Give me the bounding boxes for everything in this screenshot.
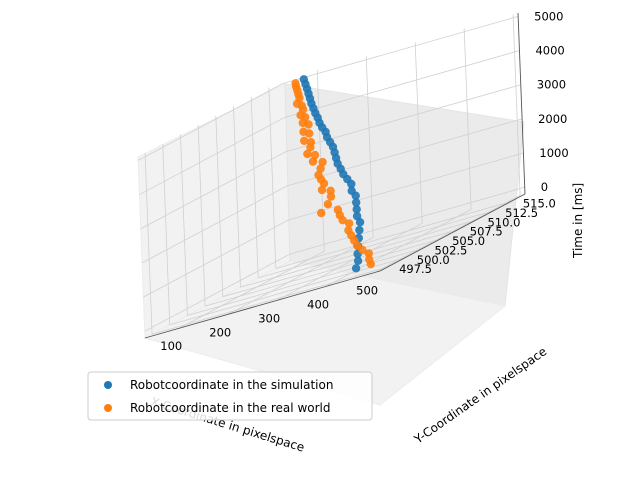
y-axis-line — [379, 193, 526, 272]
grid-line-x-back — [365, 56, 374, 238]
grid-line-y-left — [233, 106, 241, 288]
grid-line-z-back — [288, 152, 524, 221]
grid-line-y-floor — [169, 257, 405, 326]
z-tick-label: 2000 — [538, 112, 567, 126]
z-tick-label: 5000 — [534, 9, 563, 23]
simulation-point — [352, 198, 361, 207]
grid-line-x-back — [414, 42, 423, 224]
x-tick-label: 100 — [160, 339, 182, 353]
z-tick-label: 4000 — [535, 44, 564, 58]
y-tick-label: 510.0 — [487, 215, 520, 229]
grid-line-y-left — [162, 143, 171, 325]
x-tick-label: 200 — [209, 325, 231, 339]
real-world-point — [303, 149, 312, 159]
real-world-point — [299, 127, 308, 136]
real-world-point — [364, 249, 373, 258]
real-world-point — [318, 157, 327, 167]
y-tick-label: 515.0 — [523, 197, 556, 211]
y-tick-label: 502.5 — [434, 243, 467, 257]
y-tick-label: 507.5 — [470, 225, 503, 239]
y-tick-label: 497.5 — [399, 262, 432, 276]
grid-line-y-floor — [187, 248, 423, 316]
grid-line-z-left — [144, 253, 290, 332]
y-tick-label: 500.0 — [417, 253, 450, 267]
grid-line-z-left — [140, 151, 286, 230]
grid-line-y-floor — [205, 238, 441, 307]
real-world-point — [308, 157, 318, 166]
grid-line-z-back — [286, 118, 523, 187]
legend-label-simulation: Robotcoordinate in the simulation — [130, 378, 333, 392]
simulation-point — [352, 211, 362, 221]
grid-line-y-left — [215, 115, 224, 297]
grid-line-z-left — [143, 219, 289, 298]
real-world-point — [291, 79, 300, 88]
z-axis-line — [517, 12, 526, 195]
real-world-point — [310, 150, 320, 160]
simulation-point — [353, 256, 363, 265]
grid-line-y-floor — [258, 210, 494, 279]
grid-line-z-back — [284, 50, 520, 118]
grid-line-z-left — [137, 83, 284, 161]
z-tick-label: 3000 — [537, 78, 566, 92]
grid-line-x-back — [512, 14, 521, 196]
real-world-point — [326, 186, 335, 195]
grid-line-y-left — [180, 134, 188, 316]
grid-line-y-floor — [275, 201, 511, 269]
real-world-point — [344, 219, 354, 228]
x-axis-line — [144, 270, 381, 339]
grid-line-z-back — [289, 186, 525, 255]
grid-line-z-left — [139, 117, 285, 195]
legend-marker-simulation — [104, 381, 112, 389]
real-world-point — [314, 170, 323, 180]
legend-label-real-world: Robotcoordinate in the real world — [130, 401, 330, 415]
grid-line-z-back — [283, 16, 519, 84]
grid-line-y-floor — [222, 229, 458, 298]
grid-line-z-left — [141, 185, 288, 264]
grid-line-y-left — [268, 87, 277, 269]
legend: Robotcoordinate in the simulation Robotc… — [87, 371, 373, 421]
grid-lines — [137, 14, 525, 335]
grid-line-y-floor — [151, 266, 388, 335]
data-points — [291, 75, 375, 273]
x-tick-label: 500 — [356, 283, 378, 297]
grid-line-y-left — [250, 96, 259, 278]
real-world-point — [300, 136, 309, 145]
x-tick-label: 300 — [258, 311, 280, 325]
grid-line-y-left — [144, 153, 153, 335]
simulation-point — [299, 75, 308, 84]
real-world-point — [365, 255, 374, 264]
real-world-point — [316, 164, 325, 173]
real-world-point — [323, 200, 333, 209]
z-axis-label: Time in [ms] — [571, 183, 585, 259]
axis-lines — [144, 12, 526, 339]
real-world-point — [333, 205, 343, 214]
legend-marker-real-world — [104, 404, 112, 412]
real-world-point — [344, 226, 353, 235]
simulation-point — [351, 264, 361, 273]
real-world-point — [317, 185, 327, 195]
tick-labels: 100 200 300 400 500 497.5500.0502.5505.0507.5… — [160, 9, 568, 353]
simulation-point — [347, 186, 356, 195]
simulation-point — [355, 225, 364, 235]
grid-line-y-left — [197, 125, 206, 307]
grid-line-x-back — [463, 28, 472, 210]
real-world-point — [306, 138, 316, 147]
y-tick-label: 505.0 — [452, 234, 485, 248]
legend-box — [87, 371, 373, 421]
z-tick-label: 1000 — [539, 146, 568, 160]
simulation-point — [352, 205, 361, 214]
y-tick-label: 512.5 — [505, 206, 538, 220]
x-tick-label: 400 — [307, 297, 329, 311]
z-tick-label: 0 — [541, 180, 548, 194]
real-world-point — [317, 208, 326, 218]
